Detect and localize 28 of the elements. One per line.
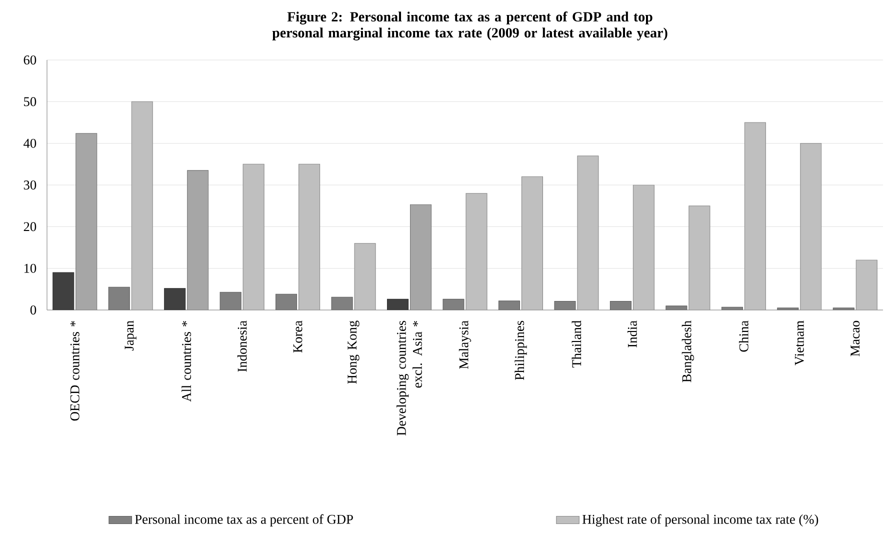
x-tick-label: Macao <box>850 320 860 356</box>
x-tick-label: Developing countries excl. Asia * <box>396 320 422 436</box>
x-tick-label: Philippines <box>514 320 527 380</box>
y-tick-label: 60 <box>24 56 36 64</box>
y-tick-label: 40 <box>24 138 36 148</box>
x-tick-label: Japan <box>124 320 136 350</box>
x-tick-label: Thailand <box>572 320 582 368</box>
y-tick-label: 50 <box>24 97 36 106</box>
bar <box>387 298 409 310</box>
y-tick-label: 30 <box>24 180 36 190</box>
bar <box>164 288 186 310</box>
chart-title: Figure 2: Personal income tax as a percent of GDP and top personal marginal income tax rate (2009 or latest available year) <box>272 12 668 40</box>
x-tick-label: Indonesia <box>237 320 247 372</box>
x-tick-label: Bangladesh <box>682 320 694 382</box>
bar <box>52 272 74 310</box>
y-tick-label: 20 <box>24 222 36 232</box>
x-tick-label: Korea <box>293 320 302 353</box>
legend-label: Personal income tax as a percent of GDP <box>135 514 353 527</box>
legend-label: Highest rate of personal income tax rate (%) <box>582 514 818 527</box>
y-tick-label: 0 <box>30 306 36 314</box>
x-tick-label: India <box>628 320 637 348</box>
x-tick-label: Vietnam <box>794 320 804 366</box>
x-tick-label: China <box>738 320 748 352</box>
x-tick-label: All countries * <box>182 321 192 402</box>
y-tick-label: 10 <box>24 264 36 273</box>
x-tick-label: Malaysia <box>458 320 472 369</box>
x-tick-label: Hong Kong <box>348 320 360 384</box>
x-tick-label: OECD countries * <box>70 321 80 421</box>
